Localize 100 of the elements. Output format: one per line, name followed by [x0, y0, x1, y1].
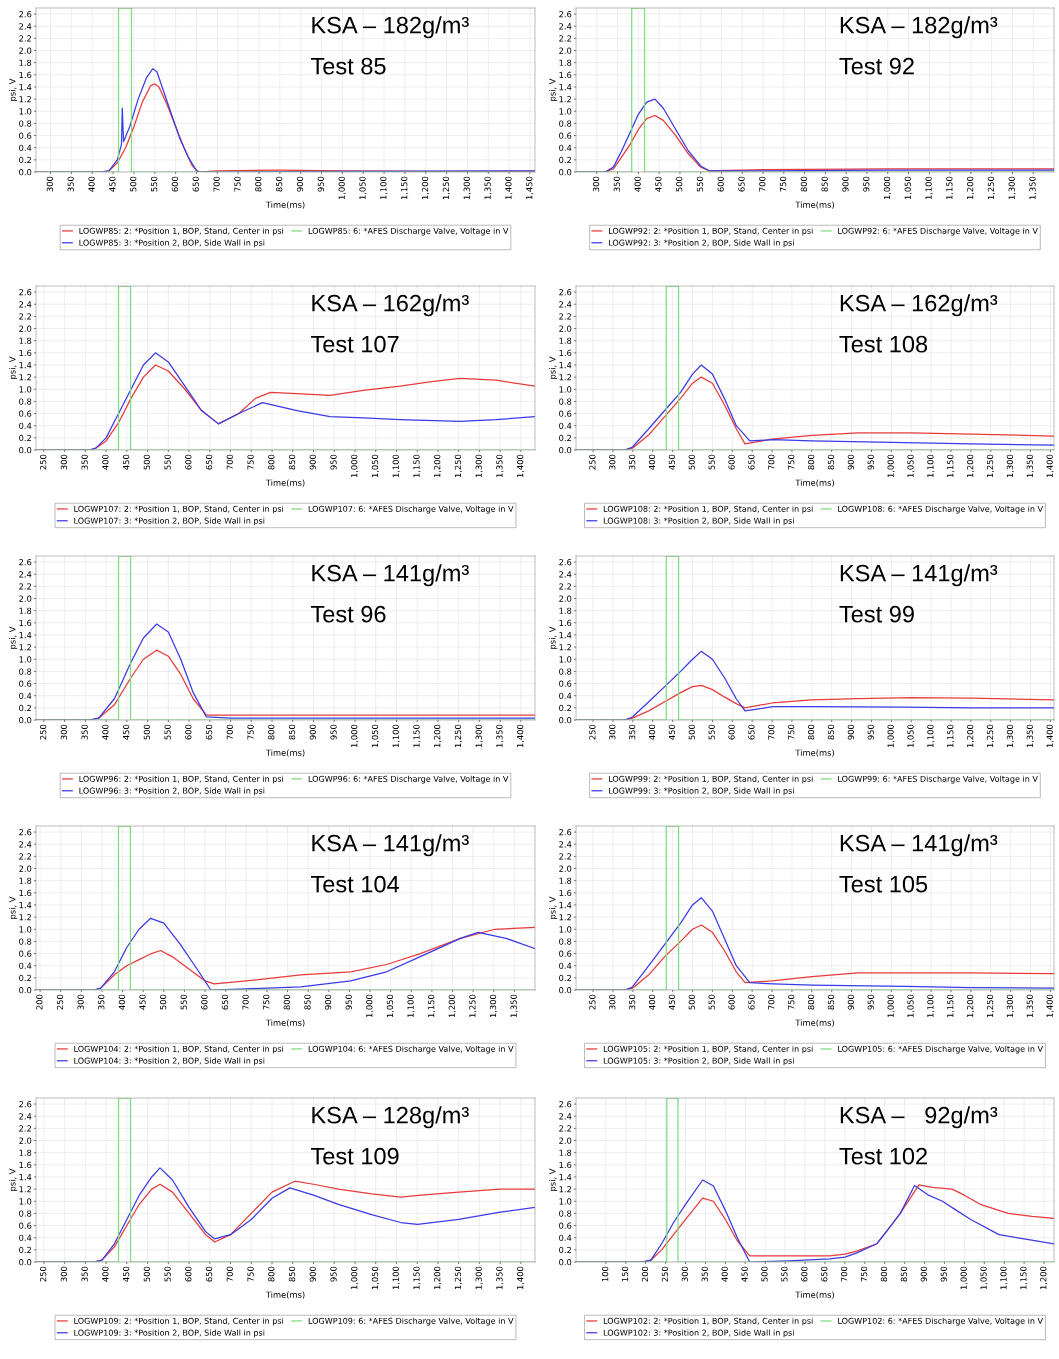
- y-tick-label: 0.0: [19, 446, 32, 454]
- y-tick-label: 1.2: [19, 914, 31, 921]
- x-tick-label: 350: [628, 454, 636, 470]
- y-tick-label: 1.8: [19, 59, 32, 66]
- x-tick-label: 1,000: [887, 994, 895, 1018]
- x-tick-label: 950: [867, 994, 874, 1010]
- y-tick-label: 1.2: [19, 96, 31, 103]
- y-tick-label: 1.8: [19, 1149, 32, 1156]
- x-tick-label: 600: [728, 724, 735, 740]
- x-tick-label: 650: [748, 994, 755, 1010]
- y-tick-label: 0.6: [19, 680, 32, 687]
- x-tick-label: 1,250: [454, 1266, 462, 1290]
- x-tick-label: 900: [296, 176, 304, 192]
- y-tick-label: 1.8: [19, 877, 32, 884]
- y-tick-label: 2.0: [19, 865, 32, 872]
- x-tick-label: 300: [46, 176, 54, 192]
- y-tick-label: 0.4: [559, 1234, 572, 1241]
- x-tick-label: 300: [60, 454, 68, 470]
- x-tick-label: 350: [81, 724, 88, 740]
- y-tick-label: 0.4: [559, 144, 572, 151]
- x-tick-label: 500: [143, 454, 150, 470]
- x-tick-label: 1,400: [1046, 994, 1054, 1018]
- y-tick-label: 0.4: [19, 144, 32, 151]
- y-tick-label: 0.8: [19, 120, 32, 127]
- x-tick-label: 400: [634, 176, 641, 192]
- x-tick-label: 1,250: [986, 994, 995, 1018]
- x-tick-label: 1,200: [967, 724, 975, 748]
- y-tick-label: 0.2: [19, 704, 31, 712]
- y-tick-label: 1.4: [559, 84, 572, 91]
- x-tick-label: 700: [242, 994, 249, 1010]
- x-tick-label: 1,150: [1020, 1266, 1028, 1290]
- y-tick-label: 2.2: [559, 313, 571, 320]
- x-tick-label: 650: [748, 454, 755, 470]
- y-tick-label: 2.6: [559, 829, 572, 836]
- x-tick-label: 1,300: [1006, 454, 1014, 478]
- y-tick-label: 1.8: [559, 877, 572, 884]
- text: Test 92: [839, 57, 914, 75]
- y-tick-label: 0.0: [559, 716, 572, 724]
- y-tick-label: 0.8: [559, 668, 572, 675]
- x-tick-label: 1,400: [1046, 454, 1054, 478]
- y-tick-label: 2.6: [559, 11, 572, 18]
- x-tick-label: 400: [648, 994, 656, 1010]
- y-tick-label: 1.8: [559, 1149, 572, 1156]
- x-tick-label: 700: [768, 724, 775, 740]
- x-tick-label: 1,150: [947, 994, 955, 1018]
- legend-label: LOGWP99: 6: *AFES Discharge Valve, Voltage in V: [838, 775, 1038, 784]
- y-tick-label: 2.2: [19, 1125, 31, 1132]
- x-tick-label: 800: [268, 1266, 275, 1282]
- x-tick-label: 500: [688, 724, 695, 740]
- x-tick-label: 1,200: [448, 994, 456, 1018]
- x-tick-label: 700: [759, 176, 766, 192]
- x-tick-label: 1,200: [421, 176, 430, 200]
- y-tick-label: 2.2: [19, 35, 31, 42]
- y-tick-label: 0.6: [559, 132, 572, 139]
- x-tick-label: 850: [304, 994, 311, 1010]
- x-tick-label: 650: [748, 724, 755, 740]
- x-tick-label: 350: [628, 994, 636, 1010]
- y-tick-label: 2.0: [559, 595, 572, 602]
- x-tick-label: 650: [205, 454, 213, 470]
- y-tick-label: 0.2: [19, 974, 31, 982]
- x-tick-label: 900: [324, 994, 332, 1010]
- y-tick-label: 2.4: [19, 1113, 32, 1120]
- y-axis-title: psi, V: [549, 78, 558, 101]
- x-tick-label: 300: [609, 454, 616, 470]
- x-tick-label: 350: [628, 724, 636, 740]
- y-tick-label: 1.6: [559, 619, 572, 627]
- y-tick-label: 1.8: [559, 59, 572, 66]
- x-tick-label: 1,000: [338, 176, 346, 200]
- y-tick-label: 0.0: [19, 1258, 32, 1266]
- x-tick-label: 200: [641, 1266, 649, 1282]
- x-tick-label: 600: [728, 454, 735, 470]
- x-tick-label: 850: [827, 994, 835, 1010]
- y-tick-label: 0.4: [19, 1234, 32, 1241]
- legend-label: LOGWP109: 2: *Position 1, BOP, Stand, Center in psi: [74, 1317, 284, 1326]
- x-tick-label: 1,050: [386, 994, 394, 1018]
- legend-label: LOGWP109: 3: *Position 2, BOP, Side Wall in psi: [74, 1329, 265, 1338]
- x-tick-label: 700: [840, 1266, 848, 1282]
- y-axis-title: psi, V: [549, 356, 558, 379]
- x-tick-label: 250: [40, 454, 47, 470]
- y-tick-label: 1.6: [559, 889, 572, 897]
- x-tick-label: 900: [842, 176, 849, 192]
- x-tick-label: 550: [150, 176, 158, 192]
- y-tick-label: 2.2: [559, 583, 571, 590]
- x-tick-label: 1,300: [463, 176, 471, 200]
- legend-label: LOGWP107: 2: *Position 1, BOP, Stand, Center in psi: [74, 505, 284, 514]
- x-tick-label: 450: [655, 176, 662, 192]
- x-tick-label: 500: [688, 454, 695, 470]
- x-tick-label: 1,100: [407, 994, 415, 1018]
- y-tick-label: 2.2: [559, 853, 571, 860]
- x-tick-label: 550: [781, 1266, 788, 1282]
- y-tick-label: 2.4: [559, 1113, 572, 1120]
- y-tick-label: 1.2: [559, 1186, 571, 1193]
- x-tick-label: 450: [668, 454, 676, 470]
- x-axis-title: Time(ms): [795, 1291, 834, 1299]
- y-tick-label: 0.6: [19, 132, 32, 139]
- x-tick-label: 800: [800, 176, 808, 192]
- x-tick-label: 1,250: [442, 176, 450, 200]
- x-tick-label: 900: [309, 1266, 316, 1282]
- y-tick-label: 2.4: [19, 571, 32, 578]
- x-tick-label: 1,300: [1008, 176, 1016, 200]
